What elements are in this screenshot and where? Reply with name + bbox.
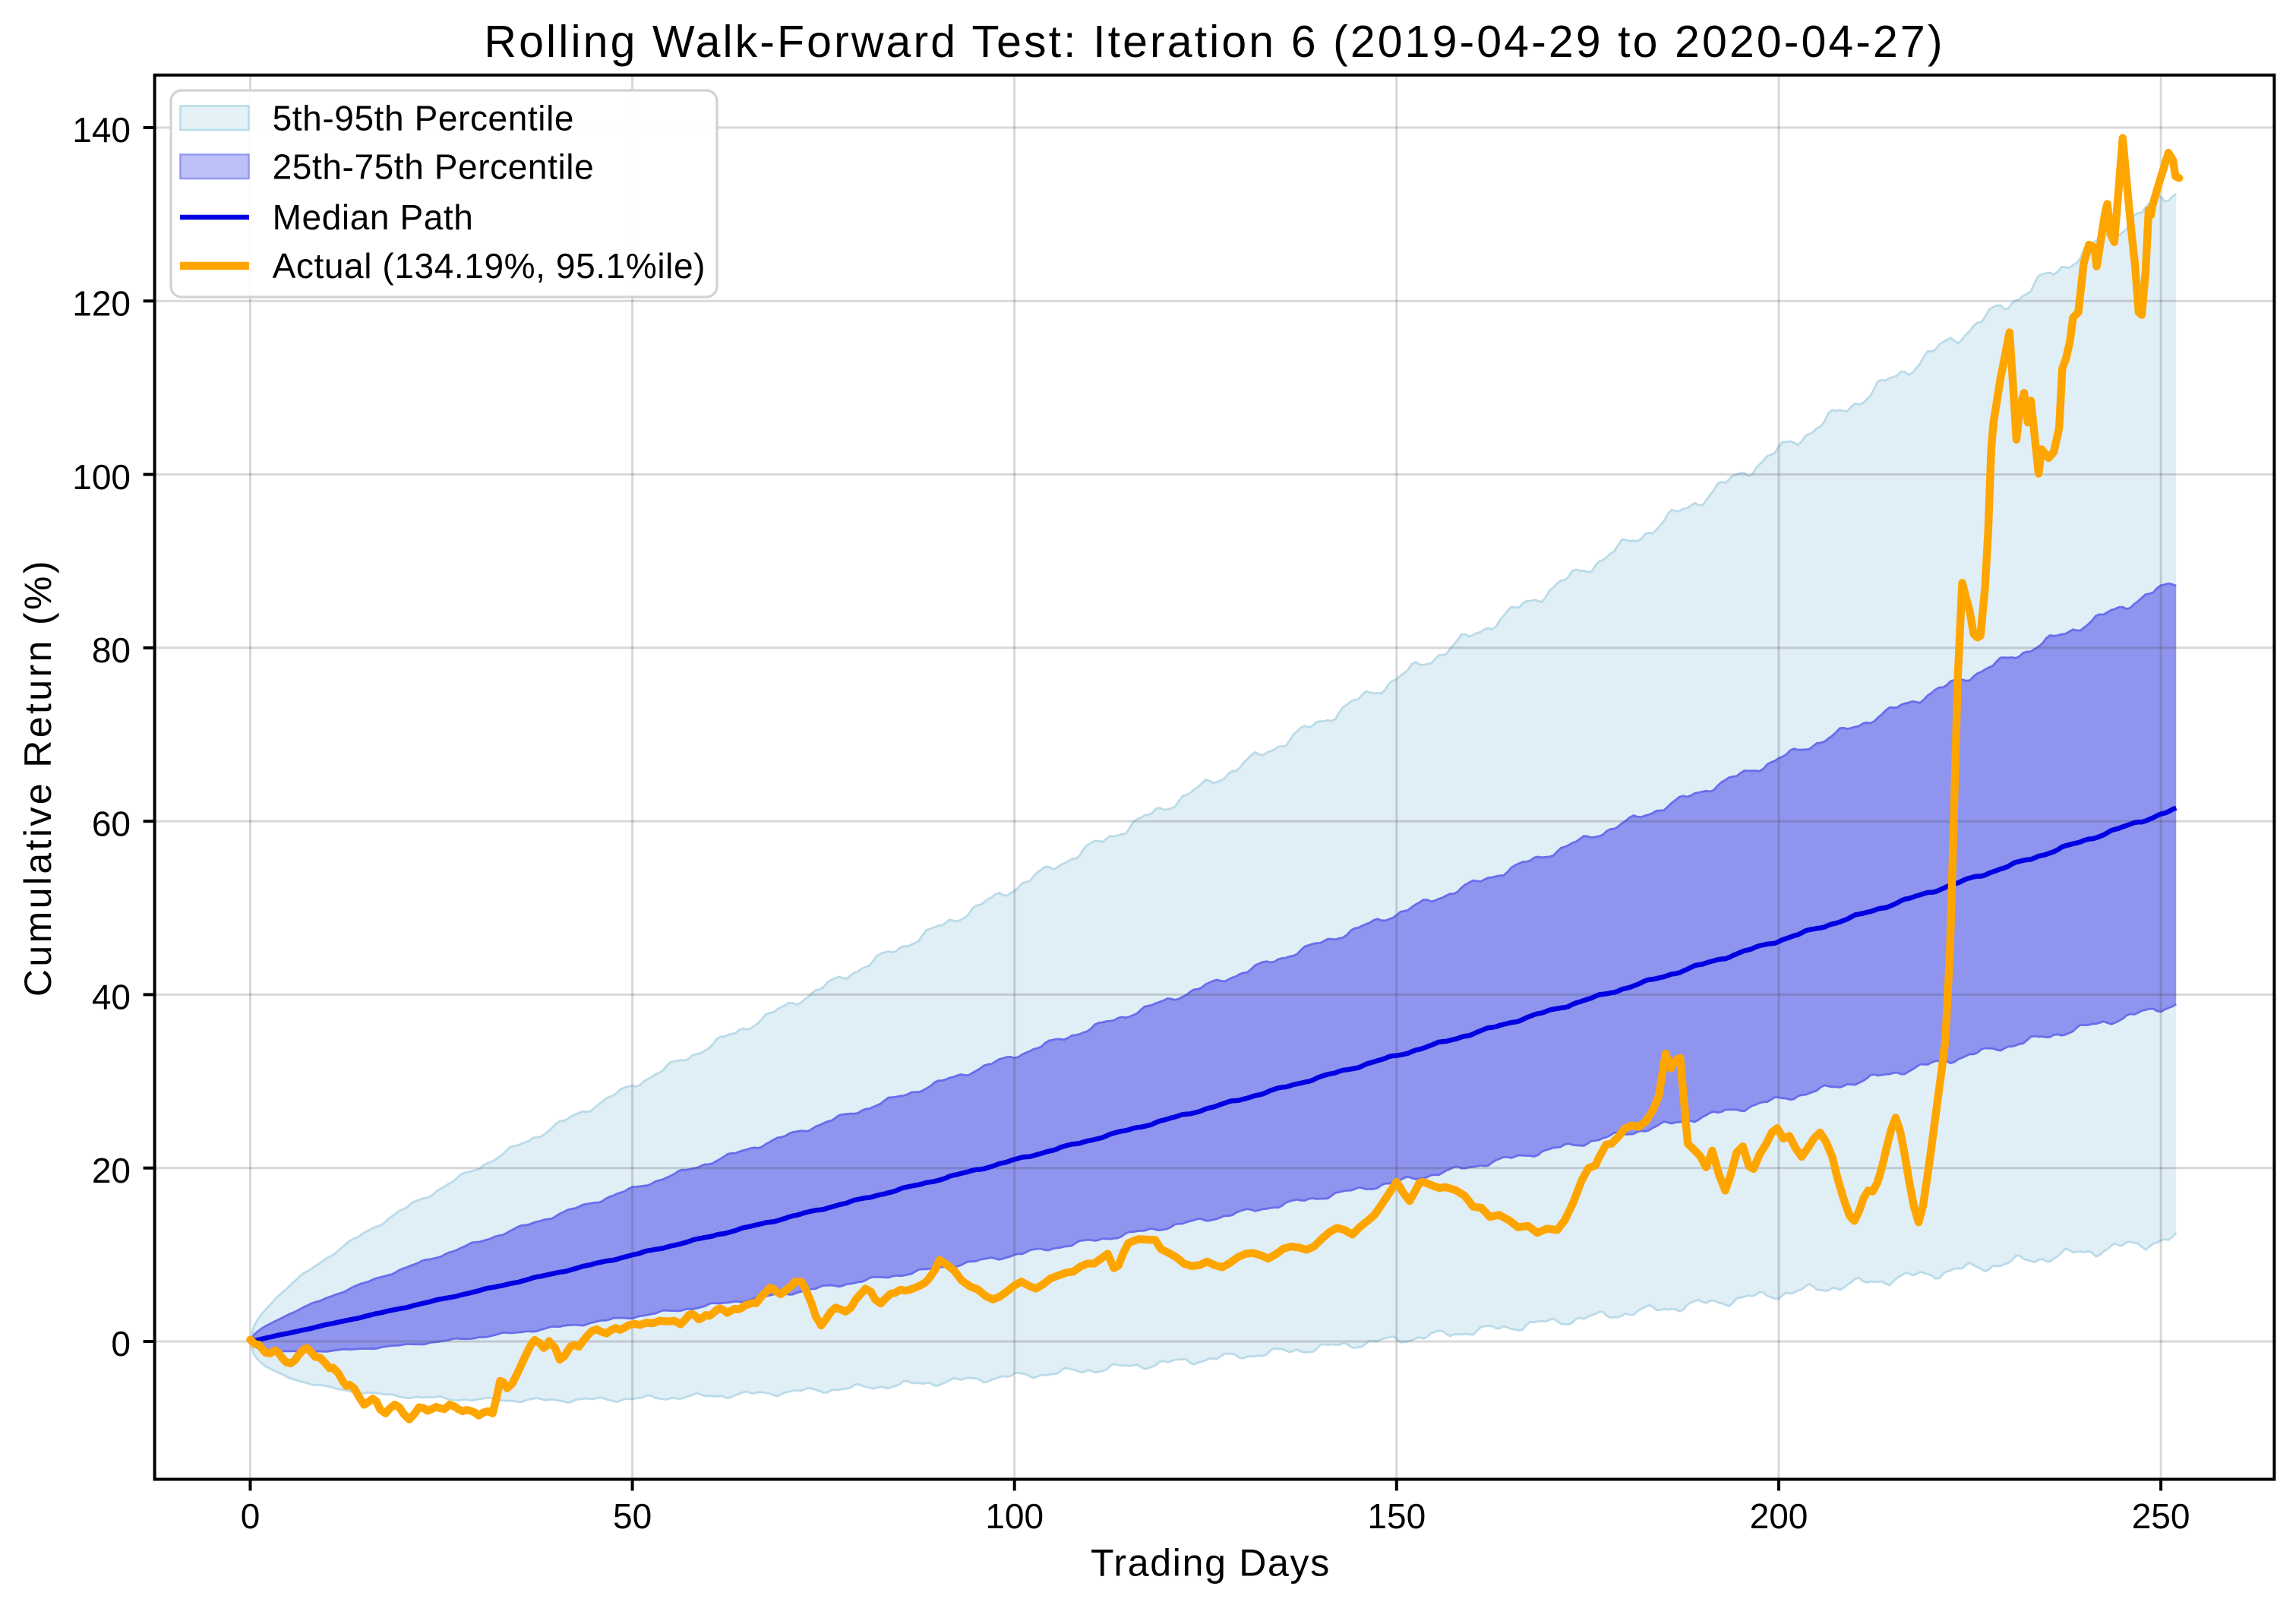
- svg-text:5th-95th Percentile: 5th-95th Percentile: [273, 99, 575, 138]
- svg-text:20: 20: [92, 1151, 131, 1190]
- svg-text:150: 150: [1367, 1496, 1426, 1536]
- svg-text:Rolling Walk-Forward Test: Ite: Rolling Walk-Forward Test: Iteration 6 (…: [484, 17, 1944, 67]
- svg-text:200: 200: [1750, 1496, 1808, 1536]
- svg-text:0: 0: [111, 1324, 131, 1363]
- svg-text:80: 80: [92, 630, 131, 670]
- svg-text:50: 50: [613, 1496, 652, 1536]
- svg-text:60: 60: [92, 804, 131, 843]
- svg-text:40: 40: [92, 978, 131, 1017]
- svg-text:250: 250: [2132, 1496, 2190, 1536]
- svg-text:100: 100: [72, 457, 131, 497]
- svg-text:140: 140: [72, 110, 131, 150]
- svg-text:Cumulative Return (%): Cumulative Return (%): [17, 558, 59, 997]
- svg-text:Actual (134.19%, 95.1%ile): Actual (134.19%, 95.1%ile): [273, 246, 706, 286]
- svg-text:100: 100: [985, 1496, 1044, 1536]
- svg-text:120: 120: [72, 284, 131, 324]
- svg-text:Trading Days: Trading Days: [1091, 1542, 1331, 1584]
- svg-text:25th-75th Percentile: 25th-75th Percentile: [273, 147, 595, 187]
- svg-text:Median Path: Median Path: [273, 197, 474, 237]
- svg-text:0: 0: [241, 1496, 261, 1536]
